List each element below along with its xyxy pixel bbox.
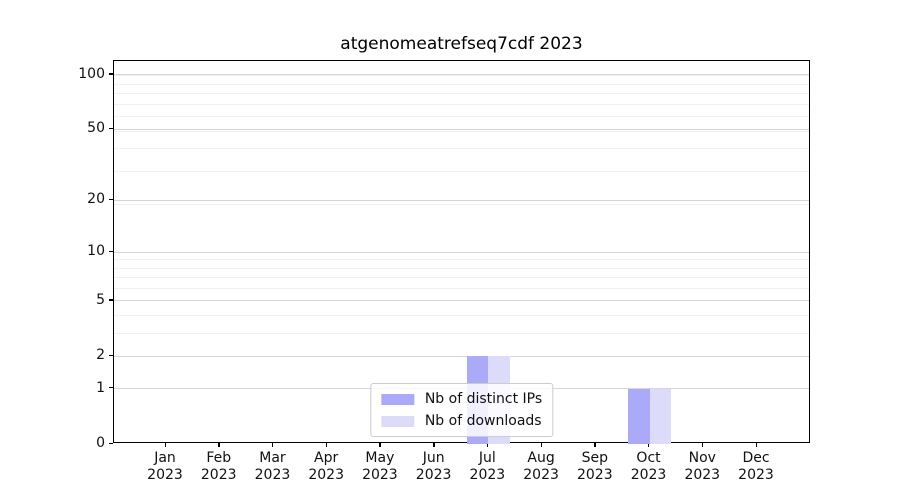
y-tick-label-10: 10	[87, 243, 105, 260]
gridline-minor	[114, 267, 809, 269]
legend-swatch-distinct-ips-icon	[380, 393, 414, 405]
y-tick-mark	[109, 73, 113, 75]
x-tick-label-jun-2023: Jun 2023	[415, 450, 452, 483]
x-tick-label-jan-2023: Jan 2023	[147, 450, 183, 483]
x-tick-mark	[164, 443, 166, 447]
y-tick-label-20: 20	[87, 191, 105, 208]
legend-swatch-downloads-icon	[380, 415, 414, 427]
gridline-major	[114, 355, 809, 357]
y-tick-label-1: 1	[96, 379, 105, 396]
x-tick-mark	[218, 443, 220, 447]
plot-area: Nb of distinct IPs Nb of downloads	[113, 60, 810, 444]
x-tick-mark	[594, 443, 596, 447]
gridline-minor	[114, 92, 809, 94]
x-tick-mark	[486, 443, 489, 447]
gridline-minor	[114, 130, 809, 132]
bar-distinct-ips-oct-2023	[628, 388, 650, 444]
gridline-major	[114, 74, 809, 76]
gridline-minor	[114, 277, 809, 279]
gridline-major	[114, 128, 809, 130]
x-tick-mark	[648, 443, 650, 447]
y-tick-label-0: 0	[96, 435, 105, 451]
legend-item-downloads: Nb of downloads	[380, 413, 542, 429]
gridline-minor	[114, 75, 809, 77]
y-tick-mark	[109, 354, 113, 356]
x-tick-mark	[701, 443, 704, 447]
legend-label-downloads: Nb of downloads	[424, 413, 542, 429]
x-tick-mark	[379, 443, 381, 447]
y-tick-mark	[109, 198, 113, 201]
x-tick-label-mar-2023: Mar 2023	[254, 450, 291, 483]
gridline-minor	[114, 148, 809, 150]
gridline-major	[114, 251, 809, 253]
gridline-major	[114, 300, 809, 302]
y-tick-mark	[109, 127, 113, 130]
gridline-major	[114, 199, 809, 201]
x-tick-mark	[755, 443, 757, 447]
y-tick-label-2: 2	[96, 347, 105, 364]
legend-item-distinct-ips: Nb of distinct IPs	[380, 391, 543, 407]
x-tick-label-dec-2023: Dec 2023	[738, 450, 774, 483]
gridline-minor	[114, 332, 809, 334]
chart-title: atgenomeatrefseq7cdf 2023	[340, 34, 583, 54]
gridline-minor	[114, 83, 809, 85]
legend: Nb of distinct IPs Nb of downloads	[369, 383, 554, 437]
y-tick-label-50: 50	[87, 120, 105, 137]
gridline-minor	[114, 103, 809, 105]
x-tick-mark	[433, 443, 435, 447]
gridline-minor	[114, 287, 809, 289]
x-tick-label-apr-2023: Apr 2023	[308, 450, 344, 483]
x-tick-mark	[540, 443, 542, 447]
x-tick-mark	[325, 443, 328, 447]
y-tick-label-100: 100	[78, 65, 105, 82]
x-tick-label-feb-2023: Feb 2023	[200, 450, 237, 483]
x-tick-label-oct-2023: Oct 2023	[630, 450, 667, 483]
gridline-minor	[114, 171, 809, 173]
legend-label-distinct-ips: Nb of distinct IPs	[424, 391, 543, 407]
bar-downloads-oct-2023	[649, 388, 672, 444]
gridline-minor	[114, 115, 809, 117]
x-tick-label-may-2023: May 2023	[362, 450, 398, 483]
gridline-minor	[114, 259, 809, 261]
x-tick-label-jul-2023: Jul 2023	[469, 450, 506, 483]
x-tick-label-sep-2023: Sep 2023	[576, 450, 613, 483]
x-tick-label-nov-2023: Nov 2023	[684, 450, 721, 483]
x-tick-label-aug-2023: Aug 2023	[523, 450, 559, 483]
gridline-minor	[114, 203, 809, 205]
y-tick-mark	[109, 387, 113, 389]
gridline-minor	[114, 314, 809, 316]
y-tick-mark	[109, 299, 113, 301]
y-tick-label-5: 5	[96, 291, 105, 308]
y-tick-mark	[109, 250, 113, 253]
x-tick-mark	[271, 443, 274, 447]
y-tick-mark	[109, 442, 113, 444]
